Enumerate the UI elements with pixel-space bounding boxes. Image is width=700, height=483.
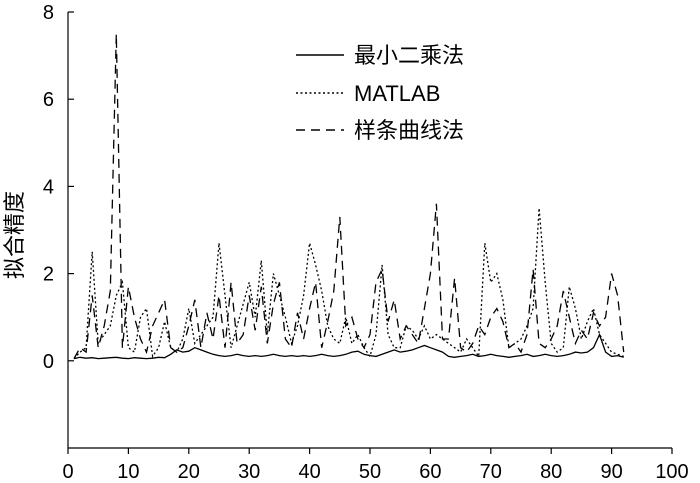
y-tick-label: 0 (43, 351, 54, 373)
x-tick-label: 10 (117, 461, 139, 483)
legend: 最小二乘法 MATLAB 样条曲线法 (296, 44, 464, 144)
series-layer (73, 33, 625, 360)
series-line-2 (73, 208, 624, 360)
axes (67, 12, 672, 449)
y-tick-label: 4 (43, 176, 54, 198)
x-tick-label: 60 (419, 461, 441, 483)
y-tick-label: 8 (43, 2, 54, 24)
x-tick-label: 70 (480, 461, 502, 483)
x-tick-label: 50 (359, 461, 381, 483)
y-axis-label: 拟合精度 (3, 191, 28, 279)
legend-label-1: 最小二乘法 (354, 44, 464, 69)
x-tick-label: 0 (62, 461, 73, 483)
x-axis-ticks: 0 10 20 30 40 50 60 70 80 90 100 (62, 448, 689, 483)
legend-label-2: MATLAB (354, 81, 440, 106)
y-tick-label: 6 (43, 89, 54, 111)
x-tick-label: 30 (238, 461, 260, 483)
series-line-3 (73, 33, 625, 359)
x-tick-label: 80 (540, 461, 562, 483)
x-tick-label: 100 (655, 461, 688, 483)
x-tick-label: 20 (178, 461, 200, 483)
series-line-1 (73, 332, 624, 360)
y-tick-label: 2 (43, 264, 54, 286)
y-axis-ticks: 0 2 4 6 8 (43, 2, 74, 373)
x-tick-label: 90 (600, 461, 622, 483)
x-tick-label: 40 (298, 461, 320, 483)
legend-label-3: 样条曲线法 (354, 119, 464, 144)
